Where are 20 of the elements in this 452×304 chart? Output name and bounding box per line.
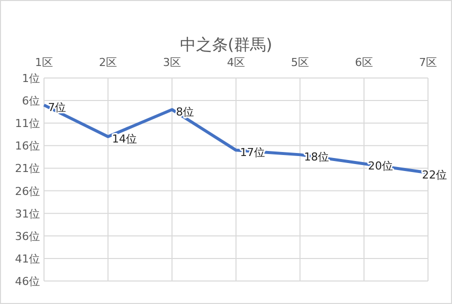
chart-title: 中之条(群馬) — [180, 35, 272, 54]
y-tick-label: 11位 — [15, 117, 40, 130]
x-tick-label: 2区 — [99, 56, 117, 69]
data-label: 14位 — [112, 132, 137, 146]
x-tick-label: 4区 — [227, 56, 245, 69]
y-tick-label: 36位 — [15, 230, 40, 243]
x-tick-label: 5区 — [291, 56, 309, 69]
y-tick-label: 16位 — [15, 140, 40, 153]
y-tick-label: 21位 — [15, 162, 40, 176]
x-tick-label: 3区 — [163, 56, 181, 69]
y-tick-label: 1位 — [22, 72, 40, 85]
x-tick-label: 7区 — [419, 56, 437, 69]
y-tick-label: 6位 — [22, 94, 40, 108]
y-tick-label: 31位 — [15, 207, 40, 220]
y-tick-label: 41位 — [15, 252, 40, 266]
data-label: 22位 — [422, 168, 447, 182]
y-tick-label: 26位 — [15, 184, 40, 198]
x-tick-label: 1区 — [35, 56, 53, 69]
x-tick-label: 6区 — [355, 56, 373, 69]
y-tick-label: 46位 — [15, 275, 40, 288]
